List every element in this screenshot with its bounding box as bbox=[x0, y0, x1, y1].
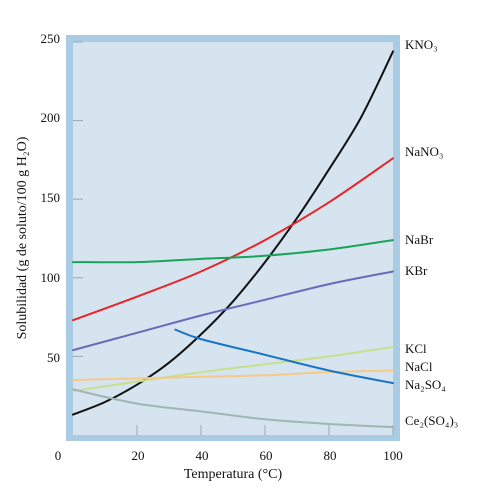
series-line-nabr bbox=[72, 239, 394, 264]
series-line-kno3 bbox=[72, 50, 394, 416]
plot-area bbox=[73, 42, 393, 435]
y-tick-label-50: 50 bbox=[47, 350, 60, 365]
series-label-nano3: NaNO₃ bbox=[405, 144, 443, 159]
series-label-nabr: NaBr bbox=[405, 232, 434, 247]
x-axis-title: Temperatura (°C) bbox=[184, 467, 283, 482]
x-tick-label-0: 0 bbox=[55, 448, 62, 463]
x-tick-label-100: 100 bbox=[383, 448, 403, 463]
y-axis-title: Solubilidad (g de soluto/100 g H₂O) bbox=[15, 136, 30, 339]
series-line-kbr bbox=[72, 270, 394, 352]
x-tick-label-20: 20 bbox=[132, 448, 145, 463]
series-label-kno3: KNO₃ bbox=[405, 37, 438, 52]
series-label-na2so4: Na₂SO₄ bbox=[405, 377, 446, 392]
series-line-kcl bbox=[72, 346, 394, 392]
x-tick-label-60: 60 bbox=[260, 448, 273, 463]
x-tick-label-80: 80 bbox=[324, 448, 337, 463]
y-tick-label-250: 250 bbox=[41, 31, 61, 46]
series-line-ce2so43 bbox=[72, 388, 394, 429]
series-label-kcl: KCl bbox=[405, 341, 427, 356]
y-tick-label-100: 100 bbox=[41, 270, 61, 285]
x-tick-label-40: 40 bbox=[196, 448, 209, 463]
series-label-ce2so43: Ce₂(SO₄)₃ bbox=[405, 413, 458, 428]
y-tick-label-200: 200 bbox=[41, 110, 61, 125]
series-label-kbr: KBr bbox=[405, 263, 428, 278]
series-label-nacl: NaCl bbox=[405, 359, 433, 374]
series-line-na2so4 bbox=[174, 328, 394, 385]
y-tick-label-150: 150 bbox=[41, 190, 61, 205]
